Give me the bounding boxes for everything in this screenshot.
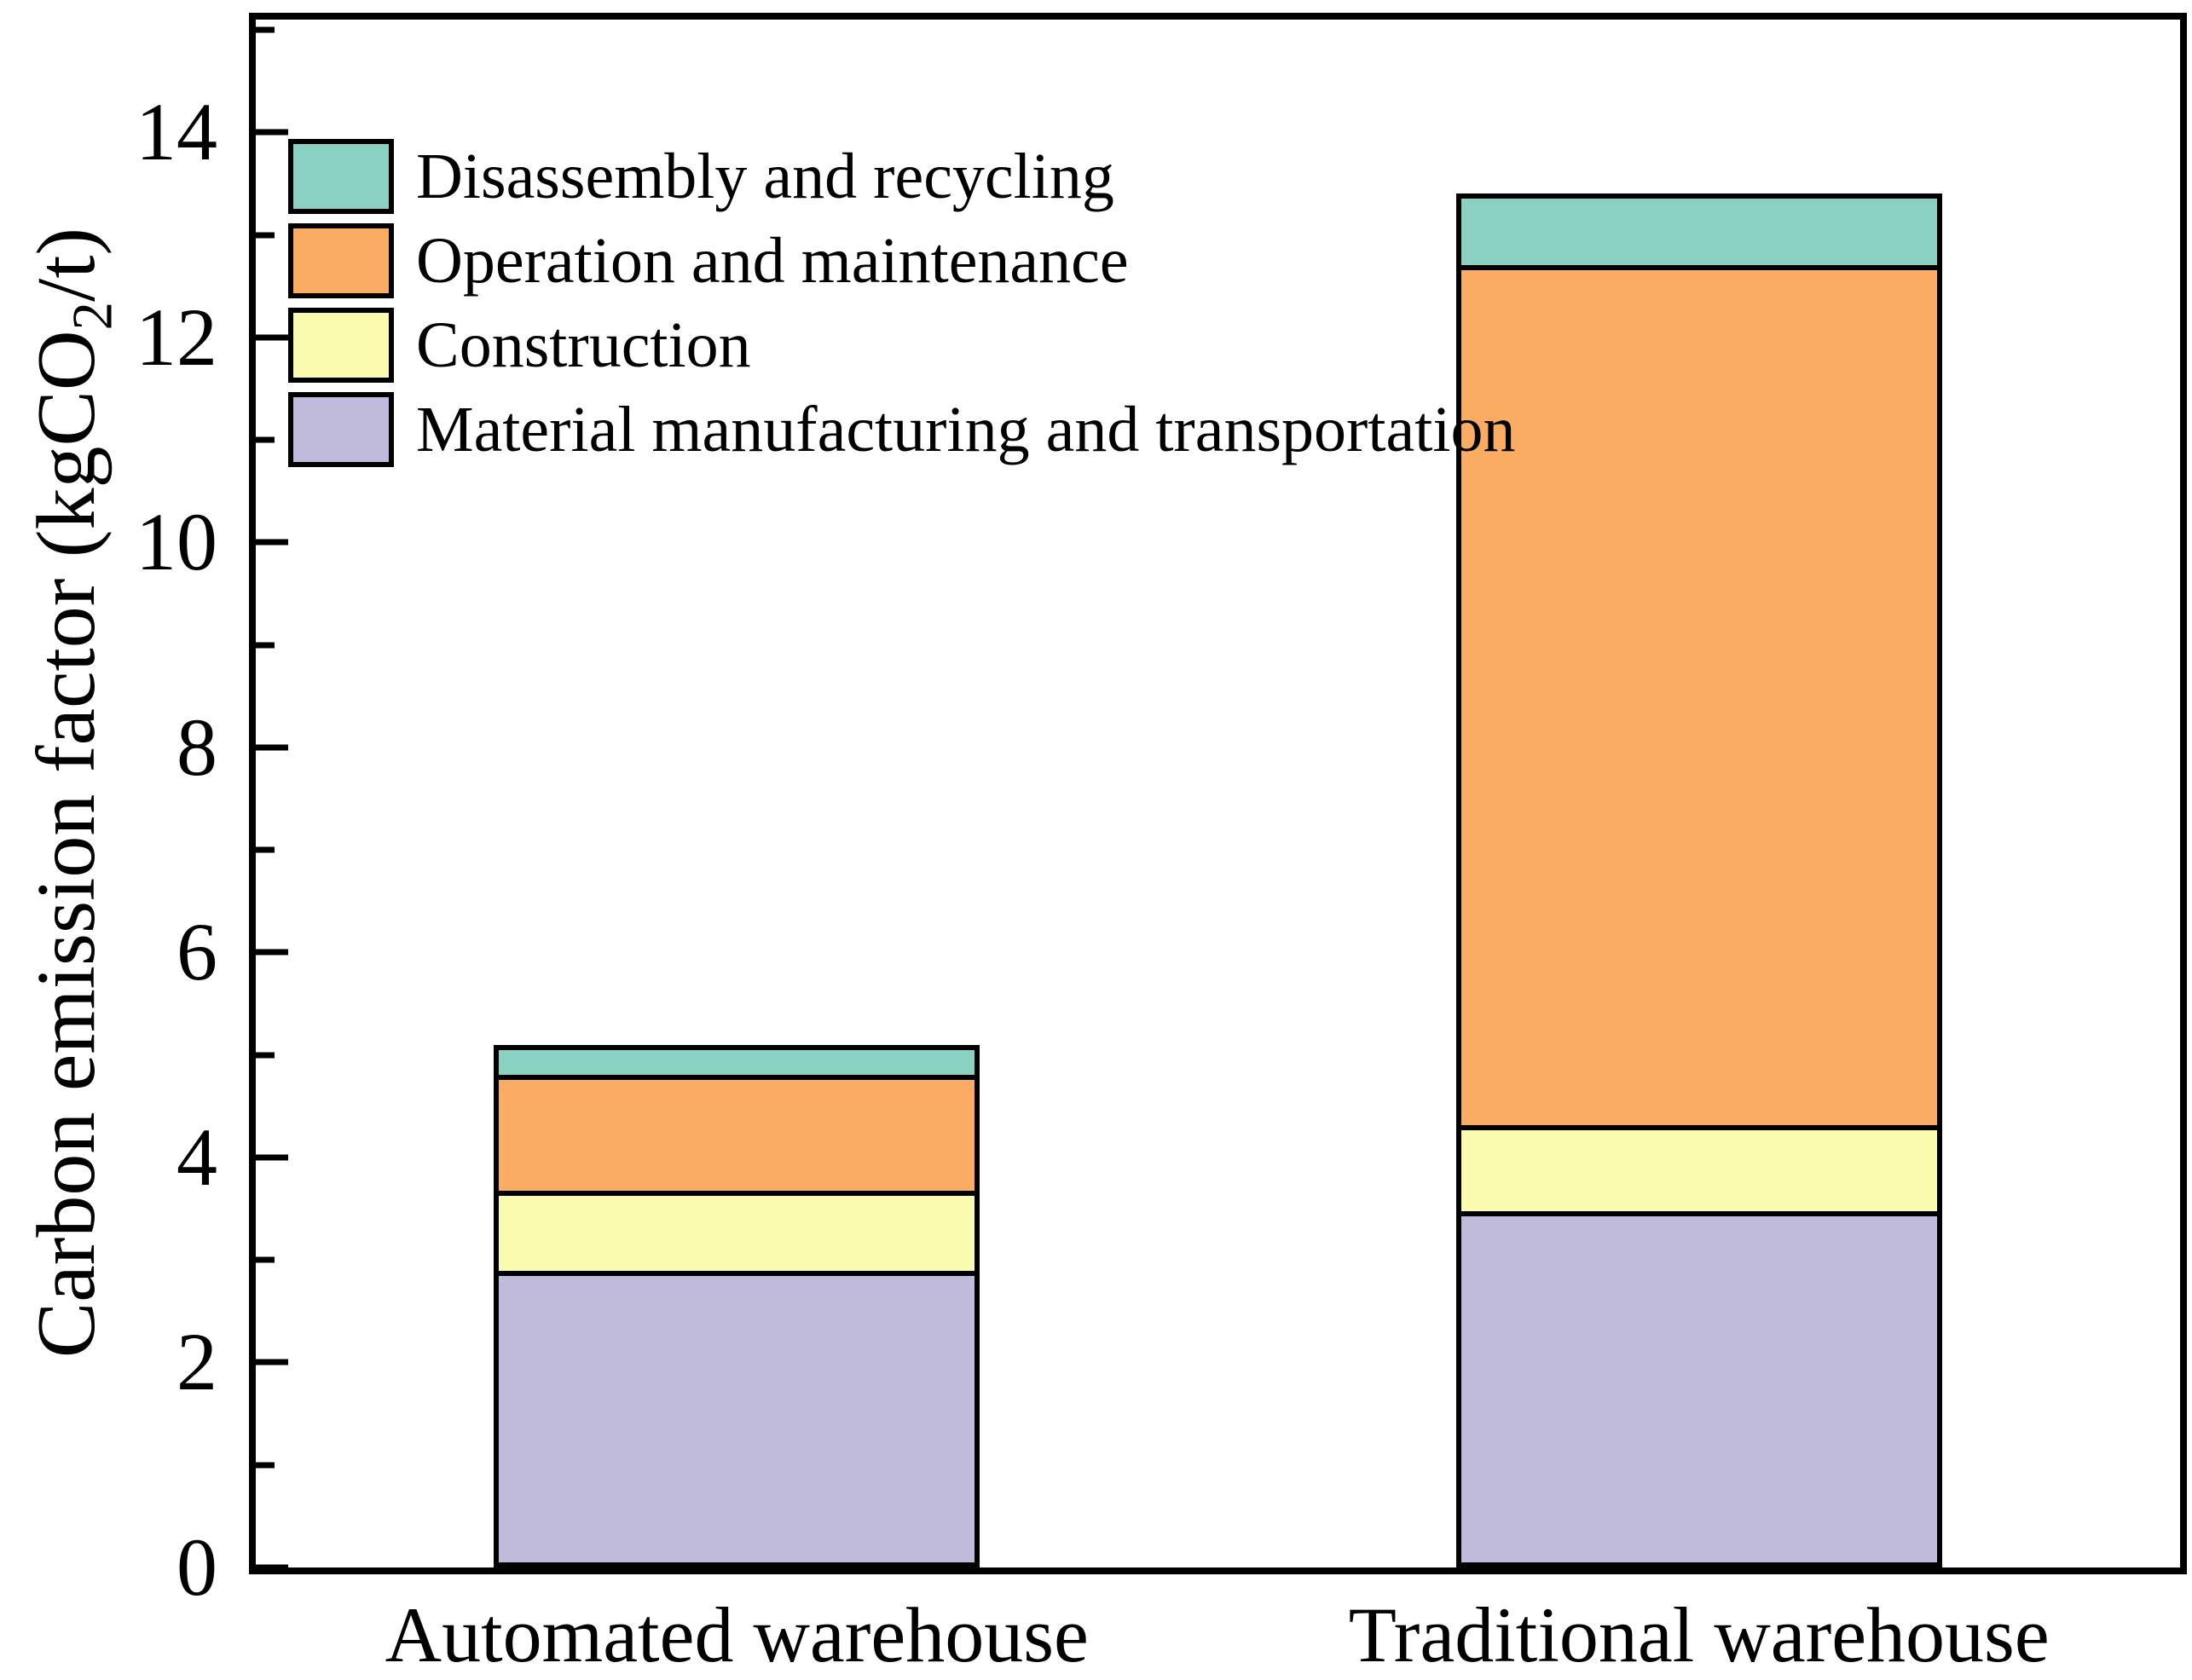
y-tick-label: 6 bbox=[176, 906, 217, 998]
y-minor-tick bbox=[256, 846, 275, 853]
segment-construction bbox=[499, 1195, 975, 1276]
segment-material-manufacturing-and-transportation bbox=[499, 1275, 975, 1562]
y-axis-title-subscript: 2 bbox=[61, 302, 124, 331]
y-tick-label: 0 bbox=[176, 1521, 217, 1613]
y-minor-tick bbox=[256, 1256, 275, 1263]
plot-frame: Disassembly and recycling Operation and m… bbox=[249, 13, 2187, 1574]
x-tick-label: Automated warehouse bbox=[385, 1591, 1089, 1678]
y-tick-label: 12 bbox=[136, 291, 217, 383]
y-tick-label: 8 bbox=[176, 701, 217, 793]
y-axis-title-text: Carbon emission factor (kgCO bbox=[20, 330, 113, 1359]
bar-traditional-warehouse bbox=[1455, 193, 1942, 1567]
bar-automated-warehouse bbox=[494, 1044, 980, 1567]
segment-operation-and-maintenance bbox=[499, 1080, 975, 1196]
legend-item: Construction bbox=[288, 308, 1515, 383]
legend-swatch bbox=[288, 392, 394, 467]
y-minor-tick bbox=[256, 436, 275, 443]
y-minor-tick bbox=[256, 1462, 275, 1469]
y-tick-label: 14 bbox=[136, 86, 217, 178]
y-minor-tick bbox=[256, 642, 275, 649]
segment-disassembly-and-recycling bbox=[499, 1049, 975, 1081]
legend-label: Construction bbox=[416, 309, 751, 381]
y-minor-tick bbox=[256, 1052, 275, 1059]
x-tick-label: Traditional warehouse bbox=[1348, 1591, 2050, 1678]
y-tick-label: 4 bbox=[176, 1111, 217, 1203]
legend-item: Operation and maintenance bbox=[288, 223, 1515, 298]
legend-label: Operation and maintenance bbox=[416, 225, 1129, 297]
legend: Disassembly and recycling Operation and m… bbox=[288, 139, 1515, 467]
y-major-tick bbox=[256, 1154, 288, 1161]
legend-item: Disassembly and recycling bbox=[288, 139, 1515, 214]
segment-construction bbox=[1460, 1129, 1937, 1217]
legend-label: Material manufacturing and transportatio… bbox=[416, 394, 1516, 465]
legend-label: Disassembly and recycling bbox=[416, 141, 1114, 212]
y-major-tick bbox=[256, 539, 288, 546]
y-major-tick bbox=[256, 334, 288, 341]
legend-swatch bbox=[288, 308, 394, 383]
y-major-tick bbox=[256, 949, 288, 955]
y-axis-title: Carbon emission factor (kgCO2/t) bbox=[20, 228, 124, 1358]
y-major-tick bbox=[256, 1359, 288, 1365]
segment-material-manufacturing-and-transportation bbox=[1460, 1216, 1937, 1562]
y-axis-title-unit: /t) bbox=[20, 227, 113, 303]
y-tick-label: 2 bbox=[176, 1316, 217, 1408]
segment-disassembly-and-recycling bbox=[1460, 199, 1937, 270]
y-major-tick bbox=[256, 129, 288, 136]
plot-area: Disassembly and recycling Operation and m… bbox=[256, 20, 2180, 1571]
segment-operation-and-maintenance bbox=[1460, 270, 1937, 1130]
legend-item: Material manufacturing and transportatio… bbox=[288, 392, 1515, 467]
y-minor-tick bbox=[256, 26, 275, 33]
y-minor-tick bbox=[256, 232, 275, 239]
legend-swatch bbox=[288, 139, 394, 214]
y-tick-label: 10 bbox=[136, 496, 217, 588]
y-major-tick bbox=[256, 744, 288, 751]
legend-swatch bbox=[288, 223, 394, 298]
y-major-tick bbox=[256, 1564, 288, 1571]
